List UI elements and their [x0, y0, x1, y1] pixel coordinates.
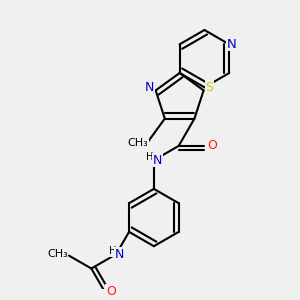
Text: CH₃: CH₃ — [47, 249, 68, 259]
Text: CH₃: CH₃ — [128, 138, 148, 148]
Text: O: O — [106, 285, 116, 298]
Text: O: O — [208, 140, 218, 152]
Text: H: H — [109, 246, 116, 256]
Text: N: N — [145, 81, 154, 94]
Text: N: N — [114, 248, 124, 261]
Text: N: N — [153, 154, 162, 167]
Text: N: N — [227, 38, 236, 51]
Text: S: S — [205, 81, 213, 94]
Text: H: H — [146, 152, 153, 162]
